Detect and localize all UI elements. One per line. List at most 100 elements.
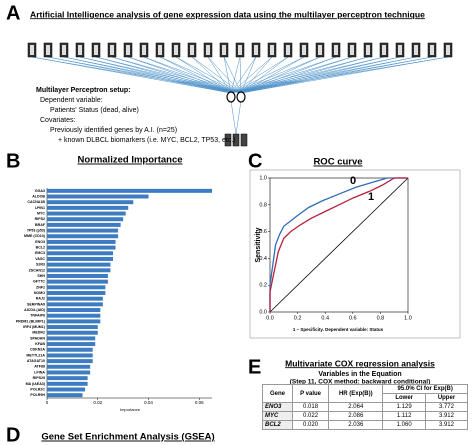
y-tick-label: MME (CD10) (24, 234, 46, 238)
y-tick-label: MA (IAEA3) (26, 382, 46, 386)
bar (47, 353, 93, 358)
table-cell: 0.020 (291, 420, 330, 430)
y-tick-label: POLR2C (30, 387, 45, 391)
setup-text: Previously identified genes by A.I. (n=2… (50, 127, 177, 134)
panel-letter: C (248, 150, 262, 172)
y-tick-label: 0.2 (259, 283, 267, 289)
y-tick-label: TP53 (p53) (27, 229, 46, 233)
y-tick-label: RIPS29 (33, 376, 45, 380)
panel-frame (249, 169, 461, 339)
bar (47, 200, 134, 205)
bar (47, 222, 121, 227)
bar (47, 393, 83, 398)
input-node-face (286, 45, 290, 55)
bar (47, 273, 108, 278)
bar (47, 313, 101, 318)
connection (79, 56, 232, 94)
connection (230, 56, 353, 94)
output-node (240, 133, 248, 147)
connection (239, 56, 242, 94)
connection (230, 56, 417, 94)
table-row: ENO3 0.018 2.064 1.129 3.772 (262, 402, 469, 412)
panel-letter: E (248, 356, 261, 378)
x-tick-label: 0.06 (195, 400, 204, 405)
chart-title: Normalized Importance (77, 155, 182, 166)
connection (230, 56, 241, 94)
output-node (224, 133, 232, 147)
connection (230, 56, 433, 94)
y-tick-label: BCL2 (36, 246, 45, 250)
th: Gene (262, 384, 293, 403)
y-tick-label: IRF4 (MUM1) (23, 325, 46, 329)
roc-line (269, 177, 408, 312)
reference-line (269, 177, 409, 313)
y-tick-label: BRAF (35, 223, 46, 227)
table-cell: 2.086 (328, 411, 384, 421)
connection (47, 56, 232, 94)
table-cell: 2.064 (328, 402, 384, 412)
bar (47, 239, 116, 244)
connection (63, 56, 232, 94)
bar (47, 228, 119, 233)
y-tick-label: GFTTC (33, 280, 45, 284)
th: Upper (424, 393, 469, 403)
connection (207, 56, 232, 94)
table-row: BCL2 0.020 2.036 1.060 3.912 (262, 420, 469, 430)
y-tick-label: AICDA (AID) (24, 308, 46, 312)
x-tick-label: 0.8 (377, 315, 385, 321)
bar (47, 268, 111, 273)
table-cell: ENO3 (262, 402, 293, 412)
bar (47, 291, 106, 295)
input-node-face (398, 45, 402, 55)
y-tick-label: TNFAIP8 (30, 314, 45, 318)
connection (230, 56, 385, 94)
bar (47, 256, 113, 261)
connection (95, 56, 232, 94)
bar (47, 308, 101, 313)
connection (230, 56, 449, 94)
y-tick-label: SERPINA9 (27, 302, 45, 306)
y-tick-label: ATAGAT10 (27, 359, 45, 363)
connection (240, 56, 417, 94)
y-tick-label: VASC (35, 257, 45, 261)
bar (47, 347, 93, 352)
y-tick-label: POLR9H (30, 393, 45, 397)
table-cell: MYC (262, 411, 293, 421)
bar (47, 234, 119, 239)
connection (230, 56, 369, 94)
connection (230, 56, 401, 94)
plot-area (269, 177, 409, 313)
input-node-face (366, 45, 370, 55)
y-tick-label: CACNA1B (27, 200, 45, 204)
bar (47, 205, 129, 210)
bar (47, 364, 91, 369)
y-tick-label: LPINA (34, 370, 45, 374)
input-node-face (414, 45, 418, 55)
table-cell: 3.912 (424, 411, 469, 421)
bar (47, 381, 88, 386)
table-cell: 3.772 (424, 402, 469, 412)
input-node-face (206, 45, 210, 55)
bar (47, 370, 91, 375)
y-tick-label: ZNF2 (36, 285, 45, 289)
output-node (232, 133, 240, 147)
y-tick-label: 1.0 (259, 175, 267, 181)
connection (111, 56, 232, 94)
connection (230, 56, 273, 94)
x-axis-label: Importance (120, 407, 141, 412)
table-cell: 1.112 (382, 411, 426, 421)
input-node-face (78, 45, 82, 55)
panel-title: Multivariate COX regression analysis (285, 358, 435, 368)
y-tick-label: CDKN2A (30, 348, 45, 352)
connection (223, 56, 232, 94)
input-node-face (446, 45, 450, 55)
table-cell: 2.036 (328, 420, 384, 430)
connection (191, 56, 232, 94)
y-tick-label: MEDR2 (32, 331, 45, 335)
x-axis-label: 1 – Specificity. Dependent variable: Sta… (293, 327, 384, 332)
connection (230, 56, 289, 94)
bar (47, 251, 113, 256)
y-tick-label: SPADAN (30, 336, 45, 340)
x-tick-label: 0.2 (294, 315, 302, 321)
